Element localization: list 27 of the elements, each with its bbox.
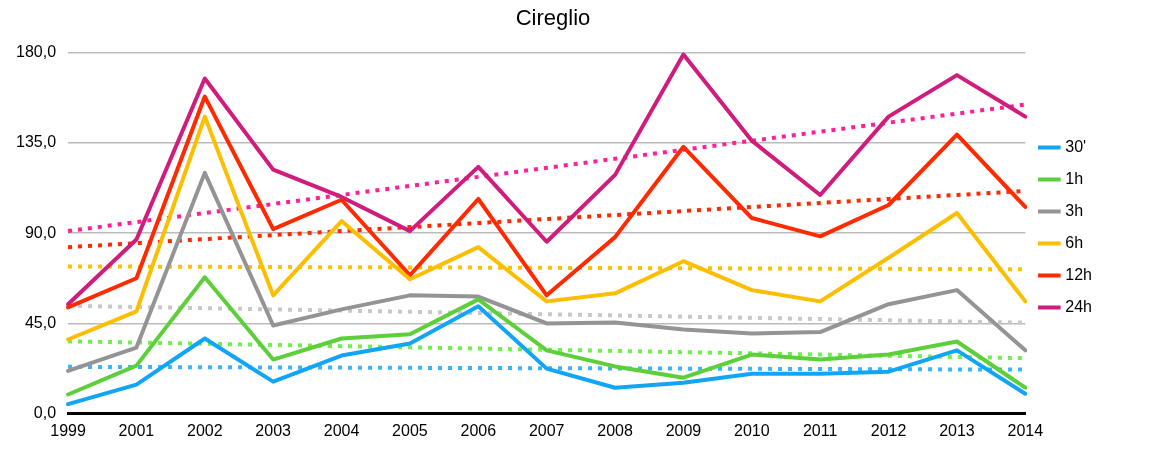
x-tick-label: 2004 — [323, 421, 360, 439]
y-tick-label: 45,0 — [24, 313, 57, 331]
x-tick-label: 2002 — [186, 421, 223, 439]
x-tick-label: 2006 — [460, 421, 497, 439]
x-tick-label: 2010 — [734, 421, 770, 439]
legend-label: 6h — [1065, 233, 1084, 251]
x-tick-label: 2007 — [528, 421, 565, 439]
y-tick-label: 135,0 — [15, 133, 57, 151]
x-tick-label: 2001 — [118, 421, 155, 439]
x-tick-label: 2014 — [1007, 421, 1044, 439]
y-tick-label: 0,0 — [33, 404, 57, 422]
legend-label: 3h — [1065, 201, 1084, 219]
legend-label: 1h — [1065, 169, 1084, 187]
x-tick-label: 2013 — [939, 421, 975, 439]
x-tick-label: 2009 — [665, 421, 702, 439]
legend-label: 24h — [1065, 297, 1093, 315]
legend-label: 12h — [1065, 265, 1093, 283]
x-tick-label: 2012 — [870, 421, 907, 439]
x-tick-label: 2008 — [597, 421, 633, 439]
x-tick-label: 2011 — [802, 421, 838, 439]
x-tick-label: 1999 — [50, 421, 86, 439]
chart-title: Cireglio — [515, 5, 591, 31]
legend-label: 30' — [1065, 137, 1087, 155]
x-tick-label: 2005 — [392, 421, 428, 439]
y-tick-label: 90,0 — [24, 223, 57, 241]
y-tick-label: 180,0 — [15, 42, 57, 60]
x-tick-label: 2003 — [255, 421, 292, 439]
